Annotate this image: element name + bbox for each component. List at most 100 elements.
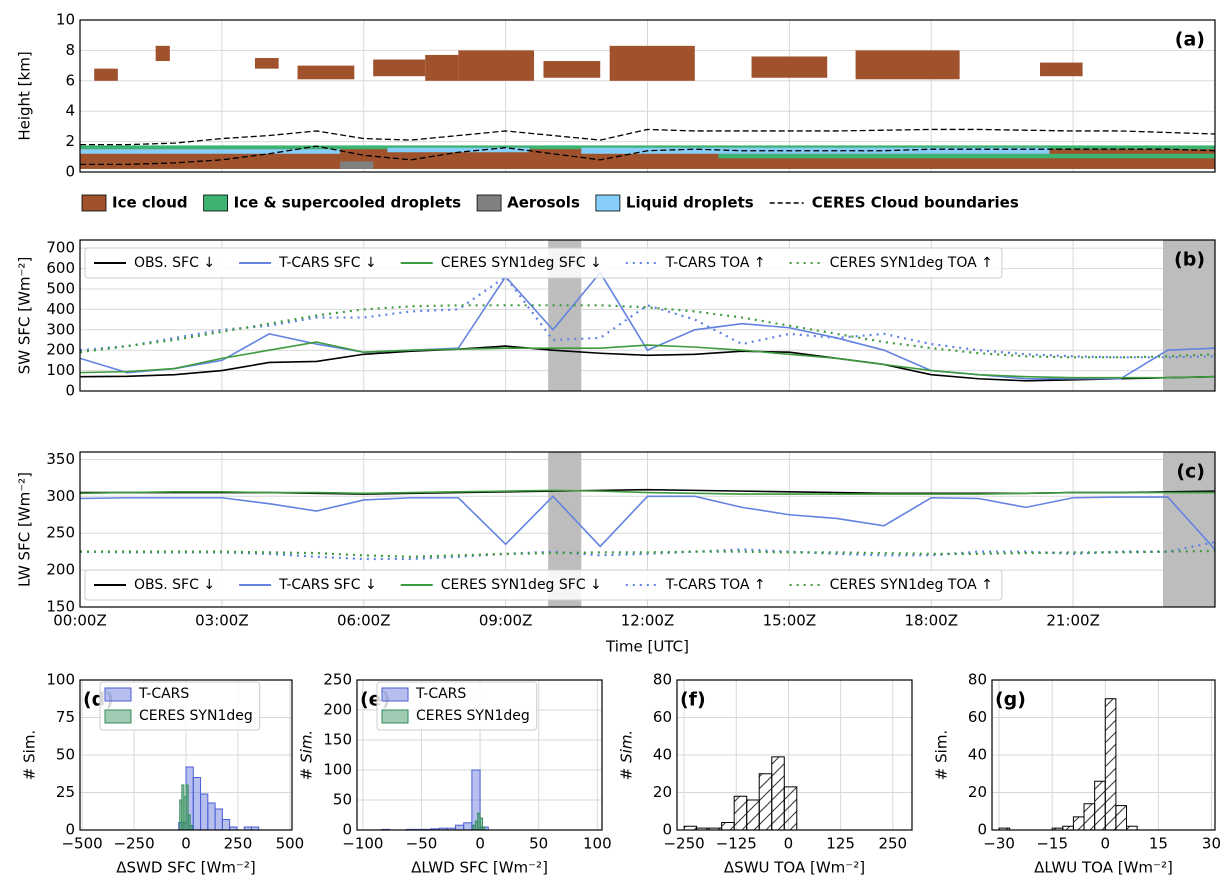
legend-swatch xyxy=(595,194,621,212)
axes-frame xyxy=(79,239,1216,392)
y-tick-label: 75 xyxy=(56,708,75,726)
histogram-bar xyxy=(771,756,785,830)
y-tick-label: 60 xyxy=(653,708,672,726)
y-tick-label: 0 xyxy=(662,821,672,839)
cloud-mask xyxy=(80,149,341,154)
cloud-mask xyxy=(387,147,530,153)
y-tick-label: 4 xyxy=(65,102,75,120)
panel-label: (b) xyxy=(1174,249,1205,271)
legend-frame xyxy=(84,247,1003,279)
x-axis-label: ΔLWU TOA [Wm⁻²] xyxy=(1034,859,1173,877)
x-tick-label: −500 xyxy=(61,835,102,853)
y-tick-label: 50 xyxy=(56,746,75,764)
legend-label: Ice cloud xyxy=(112,194,188,212)
cloud-mask xyxy=(425,54,459,81)
legend-label: Aerosols xyxy=(507,194,580,212)
cloud-mask xyxy=(1040,62,1083,77)
x-tick-label: 100 xyxy=(583,835,612,853)
histogram-bar xyxy=(479,817,483,830)
axes-frame xyxy=(79,19,1216,173)
plot-area xyxy=(80,680,292,830)
y-tick-label: 50 xyxy=(333,791,352,809)
y-tick-label: 8 xyxy=(65,41,75,59)
histogram-bar xyxy=(1126,825,1138,830)
cloud-mask xyxy=(254,58,279,69)
histogram-bar xyxy=(746,799,760,830)
histogram-bar xyxy=(1072,816,1085,830)
x-tick-label: 15:00Z xyxy=(763,612,817,630)
legend-swatch xyxy=(381,709,409,724)
histogram-bar xyxy=(1083,803,1096,830)
legend-frame xyxy=(376,681,538,731)
y-tick-label: 300 xyxy=(46,487,75,505)
cloud-mask xyxy=(94,68,118,81)
legend-frame xyxy=(99,681,261,731)
x-tick-label: 30 xyxy=(1202,835,1221,853)
y-tick-label: 300 xyxy=(46,320,75,338)
x-tick-label: −125 xyxy=(716,835,757,853)
histogram-bar xyxy=(200,793,209,830)
axes-frame xyxy=(676,679,913,831)
histogram-bar xyxy=(721,822,735,830)
y-tick-label: 0 xyxy=(342,821,352,839)
y-tick-label: 350 xyxy=(46,450,75,468)
x-tick-label: −30 xyxy=(983,835,1015,853)
series-line xyxy=(80,271,1215,380)
y-tick-label: 0 xyxy=(65,163,75,181)
x-tick-label: 50 xyxy=(529,835,548,853)
legend-label: Ice & supercooled droplets xyxy=(234,194,462,212)
series-line xyxy=(80,495,1215,550)
histogram-bar xyxy=(733,795,748,830)
histogram-bar xyxy=(758,773,773,830)
y-axis-label: # Sim. xyxy=(618,730,636,780)
x-tick-label: 15 xyxy=(1149,835,1168,853)
y-axis-label: # Sim. xyxy=(298,730,316,780)
legend-label: OBS. SFC ↓ xyxy=(134,255,215,271)
axes-frame xyxy=(79,451,1216,608)
series-line xyxy=(80,489,1215,495)
legend-swatch xyxy=(381,687,409,702)
y-tick-label: 200 xyxy=(46,561,75,579)
y-tick-label: 200 xyxy=(46,341,75,359)
panel-label: (f) xyxy=(680,689,706,711)
x-axis-label: ΔLWD SFC [Wm⁻²] xyxy=(411,859,548,877)
x-tick-label: 500 xyxy=(276,835,305,853)
legend-label: T-CARS SFC ↓ xyxy=(278,255,377,271)
histogram-bar xyxy=(481,826,486,830)
legend-label: CERES SYN1deg xyxy=(139,708,253,724)
y-tick-label: 0 xyxy=(977,821,987,839)
legend-label: CERES SYN1deg TOA ↑ xyxy=(830,577,993,593)
y-tick-label: 2 xyxy=(65,132,75,150)
histogram-bar xyxy=(1104,698,1117,830)
x-axis-label: ΔSWU TOA [Wm⁻²] xyxy=(724,859,865,877)
legend-label: T-CARS TOA ↑ xyxy=(665,577,766,593)
y-tick-label: 700 xyxy=(46,239,75,257)
y-tick-label: 6 xyxy=(65,71,75,89)
legend-label: CERES SYN1deg SFC ↓ xyxy=(441,577,602,593)
x-axis-label: ΔSWD SFC [Wm⁻²] xyxy=(116,859,255,877)
y-tick-label: 400 xyxy=(46,300,75,318)
histogram-bar xyxy=(998,827,1011,830)
legend-swatch xyxy=(81,194,107,212)
x-tick-label: 12:00Z xyxy=(621,612,675,630)
histogram-bar xyxy=(185,784,189,830)
cloud-mask xyxy=(543,61,601,78)
shaded-span xyxy=(1162,240,1215,391)
y-tick-label: 20 xyxy=(968,783,987,801)
y-tick-label: 20 xyxy=(653,783,672,801)
x-tick-label: 09:00Z xyxy=(479,612,533,630)
legend-frame xyxy=(84,569,1003,601)
cloud-boundary xyxy=(80,128,1215,146)
y-tick-label: 40 xyxy=(653,746,672,764)
histogram-bar xyxy=(192,777,202,830)
legend-label: CERES Cloud boundaries xyxy=(812,194,1019,212)
x-tick-label: 06:00Z xyxy=(337,612,391,630)
cloud-mask xyxy=(373,59,426,77)
cloud-mask xyxy=(751,56,828,78)
y-tick-label: 60 xyxy=(968,708,987,726)
cloud-mask xyxy=(718,153,1215,159)
histogram-bar xyxy=(1115,805,1128,830)
series-line xyxy=(80,540,1215,561)
x-tick-label: 0 xyxy=(475,835,485,853)
